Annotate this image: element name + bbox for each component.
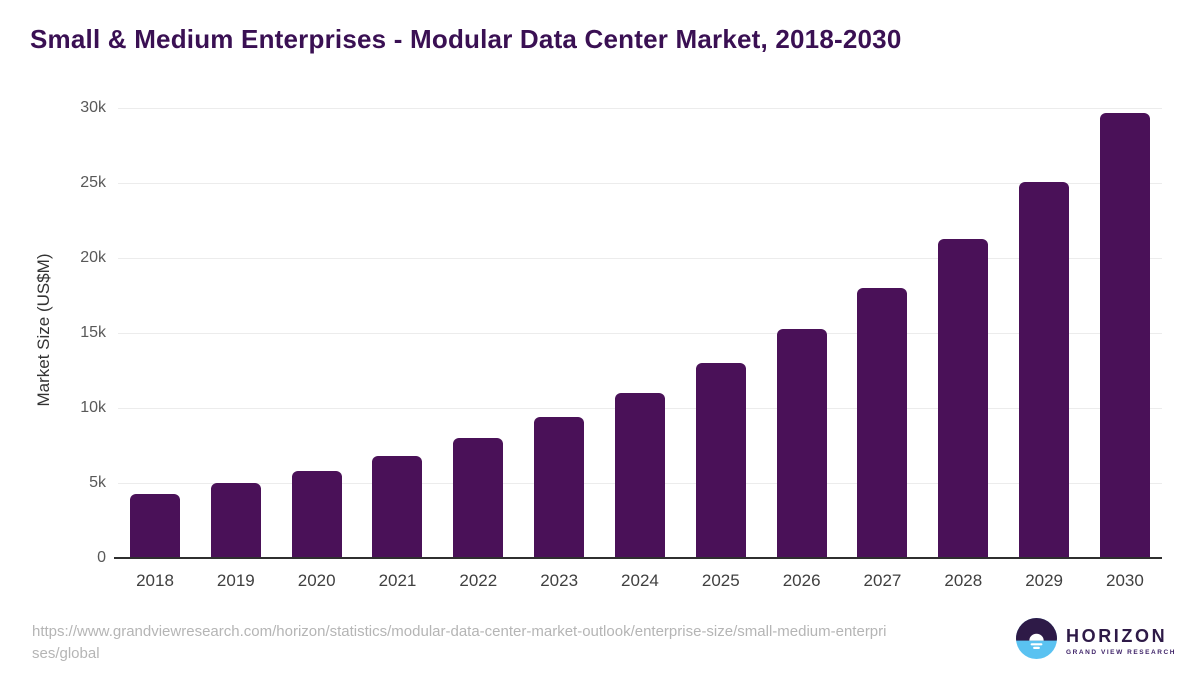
horizon-logo: HORIZON GRAND VIEW RESEARCH [1016,618,1176,664]
bar-column-2020: 2020 [291,108,342,590]
y-tick-label-5k: 5k [89,474,106,491]
bar-2025[interactable] [695,363,746,558]
y-tick-label-10k: 10k [80,399,106,416]
bar-2018[interactable] [130,493,180,558]
bar-2019[interactable] [210,483,261,558]
x-tick-label-2028: 2028 [944,571,983,590]
x-tick-label-2027: 2027 [863,571,902,590]
x-tick-label-2029: 2029 [1025,571,1064,590]
x-tick-label-2025: 2025 [701,571,740,590]
bar-column-2030: 2030 [1099,108,1150,590]
bar-column-2029: 2029 [1019,108,1070,590]
gridline-15k [118,333,1162,334]
bar-2023[interactable] [534,417,585,558]
x-tick-label-2018: 2018 [136,571,174,590]
bar-2030[interactable] [1099,112,1150,558]
y-tick-label-0: 0 [97,549,106,566]
x-tick-label-2023: 2023 [540,571,579,590]
bar-2026[interactable] [776,328,827,558]
x-tick-label-2019: 2019 [216,571,255,590]
horizon-logo-subname: GRAND VIEW RESEARCH [1066,648,1176,656]
gridline-20k [118,258,1162,259]
x-tick-label-2022: 2022 [459,571,498,590]
bar-column-2028: 2028 [938,108,989,590]
bar-2027[interactable] [857,288,908,558]
x-tick-label-2024: 2024 [621,571,659,590]
source-url: https://www.grandviewresearch.com/horizo… [32,621,942,665]
bar-column-2024: 2024 [614,108,665,590]
gridline-25k [118,183,1162,184]
bar-column-2022: 2022 [453,108,504,590]
horizon-logo-icon [1016,618,1057,664]
horizon-logo-text: HORIZON GRAND VIEW RESEARCH [1066,625,1176,656]
bar-column-2021: 2021 [372,108,423,590]
bar-2022[interactable] [453,438,504,558]
bar-2021[interactable] [372,456,423,558]
bar-2024[interactable] [614,393,665,558]
horizon-logo-name: HORIZON [1066,625,1168,646]
gridline-30k [118,108,1162,109]
bar-column-2026: 2026 [776,108,827,590]
x-tick-label-2021: 2021 [378,571,417,590]
bar-column-2019: 2019 [210,108,261,590]
source-url-line2: ses/global [32,645,100,662]
x-tick-label-2020: 2020 [297,571,336,590]
bar-2029[interactable] [1019,181,1070,558]
source-url-line1: https://www.grandviewresearch.com/horizo… [32,623,887,640]
y-tick-label-25k: 25k [80,174,106,191]
bar-2020[interactable] [291,471,342,558]
plot-area: 2018 2019 2020 2021 2022 2023 2024 2025 2026 2027… [114,108,1162,590]
bar-column-2023: 2023 [534,108,585,590]
x-axis-line [114,557,1162,559]
y-tick-label-15k: 15k [80,324,106,341]
bar-column-2027: 2027 [857,108,908,590]
y-tick-labels: 0 5k 10k 15k 20k 25k 30k [0,99,106,566]
bar-2028[interactable] [938,238,989,558]
x-tick-label-2026: 2026 [782,571,821,590]
bar-column-2025: 2025 [695,108,746,590]
bar-column-2018: 2018 [130,108,180,590]
y-tick-label-30k: 30k [80,99,106,116]
chart-title: Small & Medium Enterprises - Modular Dat… [30,24,902,54]
x-tick-label-2030: 2030 [1106,571,1144,590]
bars: 2018 2019 2020 2021 2022 2023 2024 2025 2026 2027… [118,108,1162,590]
y-tick-label-20k: 20k [80,249,106,266]
